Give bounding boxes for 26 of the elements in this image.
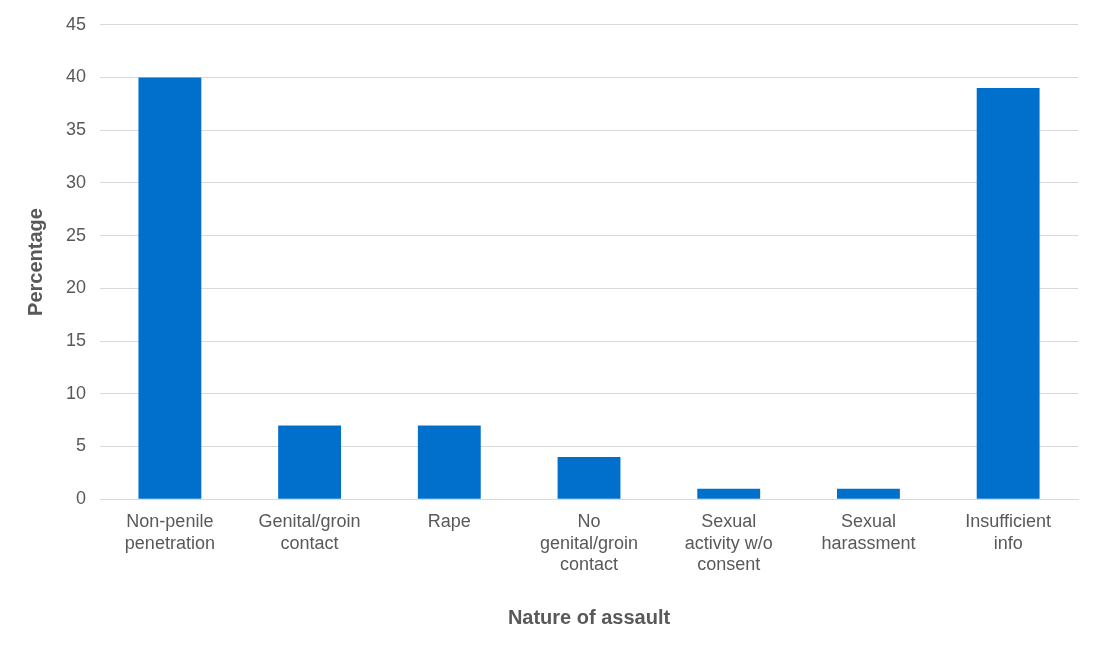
y-tick-label: 5	[76, 435, 87, 456]
bar	[837, 488, 900, 499]
bar	[278, 425, 342, 499]
bar	[557, 457, 621, 499]
y-tick-label: 10	[65, 382, 87, 403]
x-tick-label: Rape	[427, 510, 471, 531]
x-tick-label: Sexual activity w/o consent	[684, 510, 773, 575]
x-tick-label: Genital/groin contact	[258, 510, 361, 553]
x-tick-label: Non-penile penetration	[124, 510, 215, 553]
y-tick-label: 30	[65, 171, 87, 192]
y-tick-label: 25	[65, 224, 87, 245]
y-axis-title: Percentage	[23, 208, 46, 316]
bar	[976, 88, 1040, 499]
y-tick-label: 45	[65, 13, 87, 34]
x-axis-title: Nature of assault	[507, 605, 671, 628]
bar	[697, 488, 761, 499]
bar	[417, 425, 481, 499]
y-tick-label: 15	[65, 330, 87, 351]
bar	[138, 77, 202, 499]
y-tick-label: 20	[65, 277, 87, 298]
y-tick-label: 40	[65, 66, 87, 87]
x-tick-label: Sexual harassment	[821, 510, 916, 553]
x-tick-label: No genital/groin contact	[539, 510, 639, 575]
y-tick-label: 35	[65, 119, 87, 140]
y-tick-label: 0	[76, 488, 87, 509]
x-tick-label: Insufficient info	[965, 510, 1052, 553]
